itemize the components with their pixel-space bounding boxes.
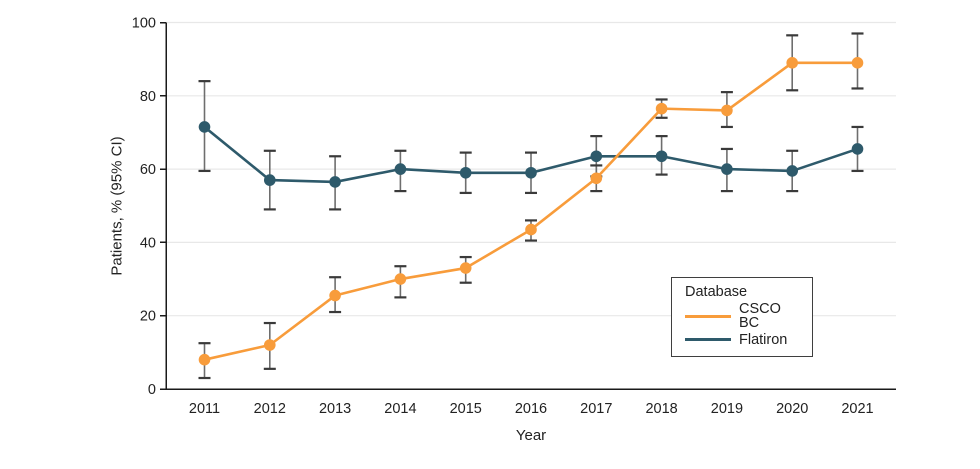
x-tick-label: 2020: [776, 401, 808, 417]
data-point-csco-bc: [590, 172, 603, 185]
data-point-csco-bc: [394, 273, 407, 285]
data-point-flatiron: [590, 150, 603, 163]
data-point-csco-bc: [329, 289, 341, 302]
data-point-flatiron: [198, 121, 211, 133]
x-tick-label: 2014: [384, 401, 416, 417]
data-point-flatiron: [329, 176, 341, 188]
x-tick-label: 2015: [450, 401, 482, 417]
x-tick-label: 2021: [841, 401, 873, 417]
x-tick-label: 2012: [254, 401, 286, 417]
data-point-csco-bc: [721, 104, 733, 117]
y-tick-label: 60: [140, 162, 156, 178]
data-point-flatiron: [721, 163, 733, 175]
x-tick-label: 2013: [319, 401, 351, 417]
y-axis-title: Patients, % (95% CI): [108, 136, 126, 276]
legend-label-flatiron: Flatiron: [739, 331, 788, 348]
y-tick-label: 80: [140, 89, 156, 105]
data-point-flatiron: [851, 143, 864, 155]
y-tick-label: 100: [132, 16, 156, 32]
x-axis-title: Year: [515, 427, 547, 444]
data-point-flatiron: [525, 166, 537, 179]
csco-bc-line-swatch: [685, 314, 731, 318]
data-point-csco-bc: [655, 102, 668, 115]
x-tick-label: 2011: [189, 401, 220, 417]
y-tick-label: 40: [140, 235, 156, 251]
data-point-flatiron: [459, 166, 472, 179]
legend-item-flatiron: Flatiron: [685, 331, 802, 348]
data-point-csco-bc: [264, 339, 276, 351]
data-point-csco-bc: [525, 223, 537, 236]
data-point-csco-bc: [198, 353, 211, 366]
x-tick-label: 2018: [645, 401, 677, 417]
x-tick-label: 2019: [711, 401, 743, 417]
y-tick-label: 0: [148, 382, 156, 398]
legend-item-csco-bc: CSCO BC: [685, 300, 802, 331]
data-point-csco-bc: [459, 262, 472, 274]
data-point-flatiron: [786, 165, 798, 177]
y-tick-label: 20: [140, 309, 156, 325]
data-point-csco-bc: [851, 57, 864, 69]
flatiron-line-swatch: [685, 338, 731, 342]
legend-label-csco-bc: CSCO BC: [739, 300, 781, 331]
legend: Database CSCO BC Flatiron: [671, 277, 813, 357]
data-point-flatiron: [394, 163, 407, 175]
x-tick-label: 2016: [515, 401, 547, 417]
legend-title: Database: [685, 284, 748, 300]
data-point-flatiron: [655, 150, 668, 163]
data-point-flatiron: [264, 174, 276, 186]
x-tick-label: 2017: [580, 401, 612, 417]
data-point-csco-bc: [786, 57, 798, 69]
